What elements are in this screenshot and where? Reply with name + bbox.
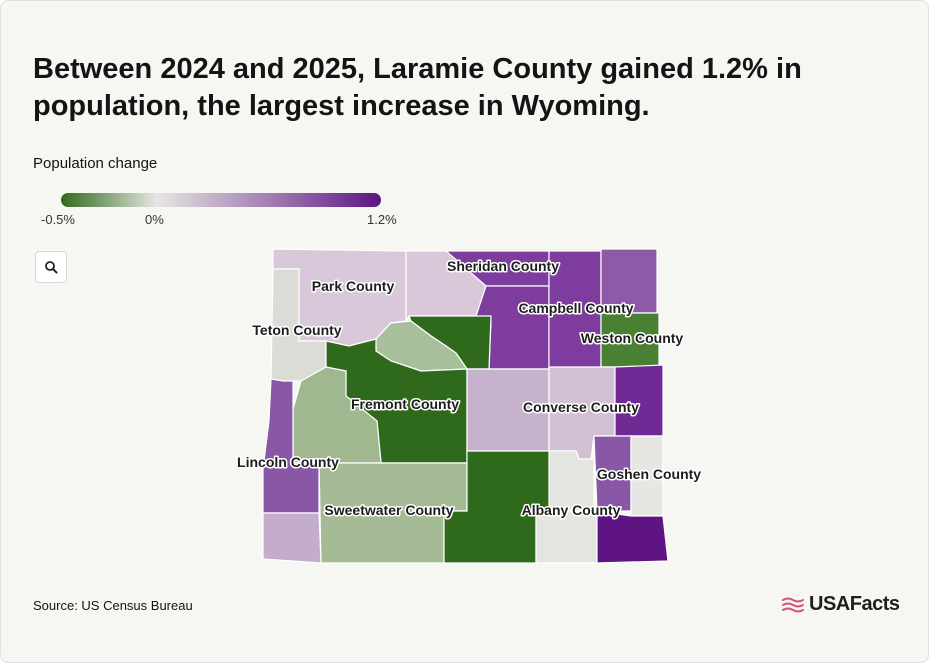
- county-label-weston: Weston County: [581, 330, 684, 346]
- county-label-campbell: Campbell County: [518, 300, 633, 316]
- county-label-sheridan: Sheridan County: [447, 258, 559, 274]
- legend-color-bar: [61, 193, 381, 207]
- legend-title: Population change: [33, 155, 158, 172]
- brand-name: USAFacts: [809, 593, 900, 615]
- usafacts-logo: USAFacts: [781, 593, 900, 616]
- county-label-lincoln: Lincoln County: [237, 454, 339, 470]
- source-note: Source: US Census Bureau: [33, 598, 193, 613]
- chart-title: Between 2024 and 2025, Laramie County ga…: [33, 53, 802, 122]
- county-laramie[interactable]: [596, 510, 669, 564]
- county-label-fremont: Fremont County: [351, 396, 459, 412]
- county-albany[interactable]: [535, 510, 598, 564]
- zoom-button[interactable]: [35, 251, 67, 283]
- county-label-albany: Albany County: [522, 502, 621, 518]
- flag-icon: [782, 597, 804, 612]
- county-label-teton: Teton County: [252, 322, 341, 338]
- county-label-sweetwater: Sweetwater County: [324, 502, 453, 518]
- legend-mid-label: 0%: [145, 212, 164, 227]
- county-uinta[interactable]: [262, 512, 322, 564]
- legend-min-label: -0.5%: [41, 212, 75, 227]
- county-label-park: Park County: [312, 278, 395, 294]
- county-label-converse: Converse County: [523, 399, 639, 415]
- county-label-goshen: Goshen County: [597, 466, 701, 482]
- search-icon: [45, 261, 58, 274]
- legend-max-label: 1.2%: [367, 212, 397, 227]
